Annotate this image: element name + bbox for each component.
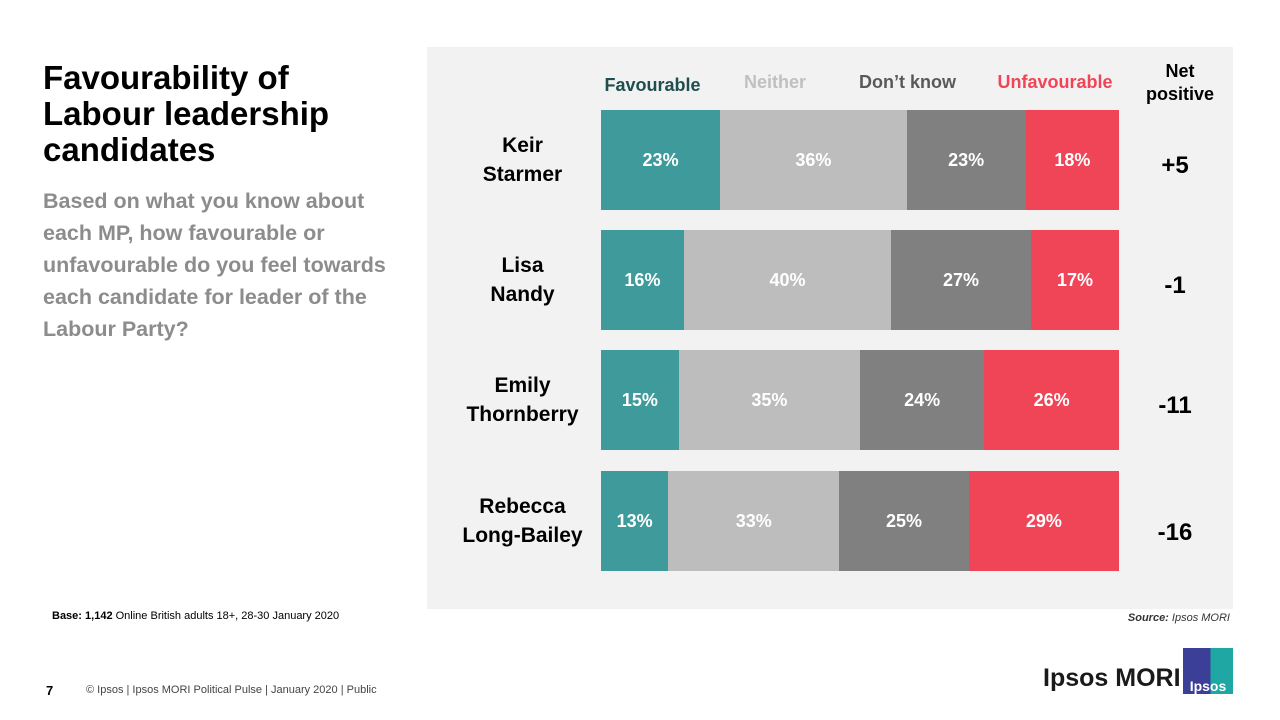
base-count: 1,142 bbox=[85, 610, 113, 622]
net-positive-header: Net positive bbox=[1145, 61, 1215, 104]
net-value: +5 bbox=[1161, 152, 1189, 179]
candidate-label: Keir Starmer bbox=[482, 134, 563, 186]
bar-segment: 29% bbox=[968, 471, 1119, 571]
bar-segment: 26% bbox=[984, 350, 1119, 450]
bar-segment: 35% bbox=[678, 350, 860, 450]
bar-segment: 40% bbox=[683, 230, 892, 330]
brand-name: Ipsos MORI bbox=[1043, 664, 1181, 692]
legend-neither: Neither bbox=[743, 72, 806, 92]
bar-segment: 23% bbox=[601, 110, 721, 210]
logo-text: Ipsos bbox=[1189, 678, 1227, 694]
legend-unfavourable: Unfavourable bbox=[997, 72, 1113, 92]
bar-segment: 36% bbox=[720, 110, 907, 210]
bar-segment: 17% bbox=[1030, 230, 1119, 330]
source-label: Source: bbox=[1127, 612, 1169, 624]
candidate-label: Emily Thornberry bbox=[466, 374, 579, 426]
bar-segment: 27% bbox=[891, 230, 1031, 330]
bar-segment: 15% bbox=[601, 350, 679, 450]
slide-subtitle: Based on what you know about each MP, ho… bbox=[43, 189, 386, 341]
bar-segment: 13% bbox=[601, 471, 669, 571]
bar-segment: 18% bbox=[1025, 110, 1119, 210]
page-number: 7 bbox=[46, 683, 54, 698]
bar-segment: 23% bbox=[906, 110, 1026, 210]
candidate-label: Rebecca Long-Bailey bbox=[462, 495, 583, 547]
base-note: Base: 1,142 Online British adults 18+, 2… bbox=[52, 610, 339, 622]
source-text: Ipsos MORI bbox=[1171, 612, 1230, 624]
candidate-label: Lisa Nandy bbox=[490, 254, 555, 306]
bar-segment: 16% bbox=[601, 230, 684, 330]
legend-favourable: Favourable bbox=[604, 75, 701, 95]
bar-segment: 25% bbox=[839, 471, 969, 571]
slide-title: Favourability of Labour leadership candi… bbox=[43, 59, 330, 168]
legend-don-t-know: Don’t know bbox=[859, 72, 956, 92]
base-label: Base: bbox=[52, 610, 82, 622]
base-text: Online British adults 18+, 28-30 January… bbox=[115, 610, 340, 622]
source-note: Source: Ipsos MORI bbox=[1128, 612, 1230, 624]
net-value: -1 bbox=[1164, 272, 1186, 299]
footer-text: © Ipsos | Ipsos MORI Political Pulse | J… bbox=[86, 684, 377, 696]
bar-segment: 24% bbox=[860, 350, 985, 450]
net-value: -11 bbox=[1158, 392, 1192, 419]
net-value: -16 bbox=[1157, 519, 1193, 546]
bar-segment: 33% bbox=[668, 471, 840, 571]
ipsos-logo: Ipsos bbox=[1183, 648, 1233, 694]
